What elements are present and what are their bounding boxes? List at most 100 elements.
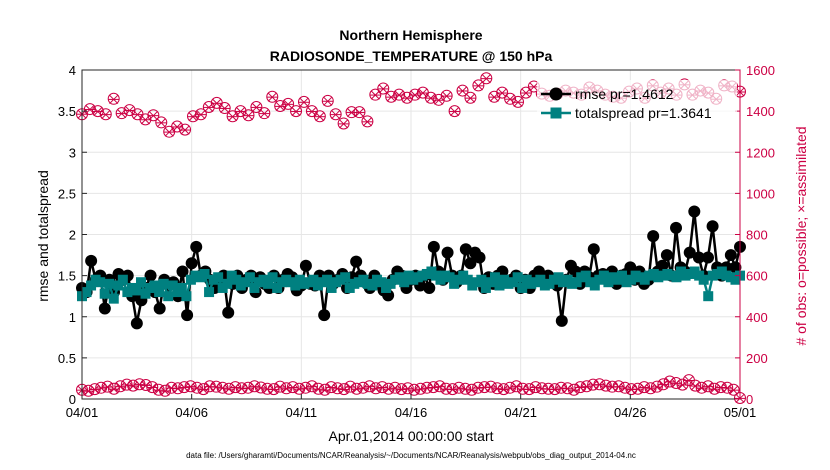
assimilated-obs-point xyxy=(683,375,695,386)
assimilated-obs-point xyxy=(480,74,492,84)
assimilated-obs-point xyxy=(306,106,318,117)
assimilated-obs-point xyxy=(290,106,302,117)
assimilated-obs-point xyxy=(100,110,112,120)
totalspread-point xyxy=(326,282,337,293)
totalspread-point xyxy=(108,293,119,304)
assimilated-obs-point xyxy=(520,88,532,98)
legend: rmse pr=1.4612 totalspread pr=1.3641 xyxy=(537,80,737,122)
totalspread-point xyxy=(617,270,628,281)
rmse-point xyxy=(441,246,454,259)
rmse-point xyxy=(85,254,98,267)
rmse-point xyxy=(459,243,472,256)
rmse-point xyxy=(656,259,669,272)
x-tick-label: 04/16 xyxy=(395,405,428,420)
y-tick-label: 0.5 xyxy=(58,351,76,366)
y2-tick-label: 800 xyxy=(746,228,768,243)
y-tick-label: 3 xyxy=(69,145,76,160)
y2-tick-label: 0 xyxy=(746,392,753,407)
chart-title: Northern Hemisphere xyxy=(339,27,482,43)
rmse-point xyxy=(555,314,568,327)
assimilated-obs-point xyxy=(314,112,326,122)
totalspread-point xyxy=(244,272,255,283)
legend-rmse-marker xyxy=(549,87,563,101)
totalspread-point xyxy=(444,272,455,283)
y2-tick-label: 400 xyxy=(746,310,768,325)
assimilated-obs-point xyxy=(274,101,286,111)
rmse-point xyxy=(98,302,111,315)
assimilated-obs-point xyxy=(376,382,388,393)
assimilated-obs-point xyxy=(266,92,278,102)
assimilated-obs-point xyxy=(645,384,657,394)
totalspread-point xyxy=(698,274,709,285)
assimilated-obs-point xyxy=(670,378,682,388)
assimilated-obs-point xyxy=(274,382,286,392)
totalspread-point xyxy=(267,272,278,283)
assimilated-obs-point xyxy=(282,99,294,109)
totalspread-point xyxy=(81,287,92,298)
assimilated-obs-point xyxy=(219,103,231,114)
totalspread-point xyxy=(104,278,115,289)
assimilated-obs-point xyxy=(82,386,94,396)
y-tick-label: 4 xyxy=(69,63,76,78)
totalspread-point xyxy=(671,272,682,283)
totalspread-point xyxy=(703,291,714,302)
totalspread-point xyxy=(322,274,333,285)
totalspread-point xyxy=(517,282,528,293)
totalspread-point xyxy=(512,272,523,283)
y-tick-label: 1.5 xyxy=(58,269,76,284)
rmse-point xyxy=(130,317,143,330)
assimilated-obs-point xyxy=(353,108,365,118)
assimilated-obs-point xyxy=(227,112,239,122)
y-tick-label: 0 xyxy=(69,392,76,407)
x-tick-label: 05/01 xyxy=(724,405,757,420)
x-tick-label: 04/06 xyxy=(175,405,208,420)
assimilated-obs-point xyxy=(338,119,350,129)
y2-tick-label: 1600 xyxy=(746,63,775,78)
assimilated-obs-point xyxy=(108,94,120,104)
totalspread-point xyxy=(204,287,215,298)
assimilated-obs-point xyxy=(298,97,310,107)
totalspread-point xyxy=(131,285,142,296)
rmse-point xyxy=(190,240,203,253)
totalspread-point xyxy=(176,282,187,293)
totalspread-point xyxy=(249,282,260,293)
rmse-point xyxy=(729,261,742,274)
rmse-point xyxy=(724,249,737,262)
y2-tick-label: 1000 xyxy=(746,186,775,201)
data-layer xyxy=(76,72,746,404)
rmse-point xyxy=(423,281,436,294)
totalspread-point xyxy=(589,280,600,291)
totalspread-point xyxy=(272,282,283,293)
totalspread-point xyxy=(199,268,210,279)
y-tick-label: 2.5 xyxy=(58,186,76,201)
totalspread-point xyxy=(476,274,487,285)
assimilated-obs-point xyxy=(223,384,235,394)
assimilated-obs-point xyxy=(322,96,334,106)
assimilated-obs-point xyxy=(330,110,342,120)
totalspread-point xyxy=(290,280,301,291)
rmse-point xyxy=(647,230,660,243)
assimilated-obs-point xyxy=(632,384,644,394)
assimilated-obs-point xyxy=(417,88,429,98)
totalspread-point xyxy=(117,274,128,285)
rmse-point xyxy=(176,265,189,278)
rmse-point xyxy=(185,257,198,270)
assimilated-obs-point xyxy=(114,382,126,392)
rmse-point xyxy=(427,240,440,253)
totalspread-point xyxy=(95,277,106,288)
assimilated-obs-point xyxy=(425,93,437,103)
totalspread-point xyxy=(376,277,387,288)
totalspread-point xyxy=(99,288,110,299)
rmse-point xyxy=(587,243,600,256)
totalspread-point xyxy=(598,270,609,281)
totalspread-point xyxy=(163,291,174,302)
assimilated-obs-point xyxy=(187,112,199,122)
rmse-point xyxy=(688,205,701,218)
totalspread-point xyxy=(222,278,233,289)
totalspread-point xyxy=(480,282,491,293)
totalspread-point xyxy=(149,280,160,291)
assimilated-obs-point xyxy=(708,384,720,394)
data-file-footer: data file: /Users/gharamti/Documents/NCA… xyxy=(186,451,636,460)
assimilated-obs-point xyxy=(409,90,421,100)
assimilated-obs-point xyxy=(512,97,524,107)
